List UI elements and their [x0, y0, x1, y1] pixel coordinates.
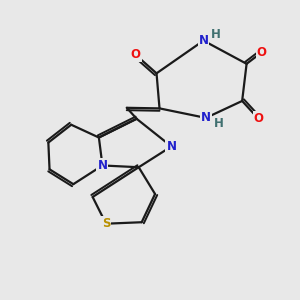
- Text: H: H: [211, 28, 221, 41]
- Text: O: O: [256, 46, 266, 59]
- Text: O: O: [254, 112, 263, 125]
- Text: N: N: [167, 140, 176, 153]
- Text: H: H: [213, 117, 223, 130]
- Text: O: O: [131, 48, 141, 62]
- Text: N: N: [201, 111, 211, 124]
- Text: N: N: [199, 34, 208, 47]
- Text: S: S: [102, 217, 110, 230]
- Text: N: N: [98, 159, 107, 172]
